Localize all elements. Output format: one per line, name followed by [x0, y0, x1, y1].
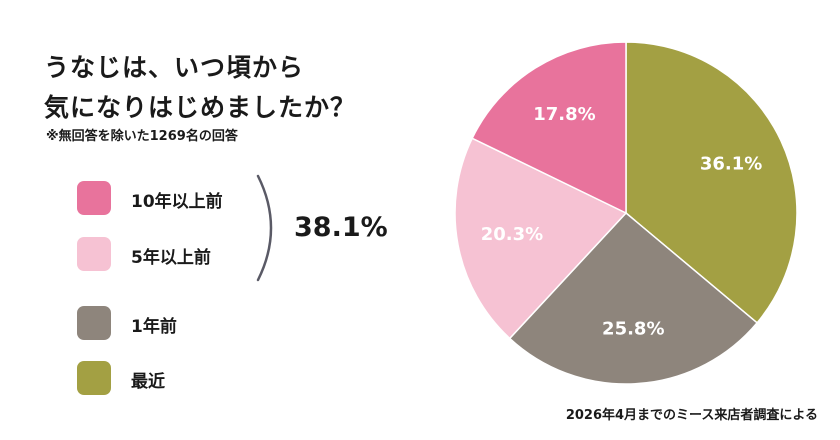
legend-label: 最近 [131, 372, 165, 392]
respondent-note: ※無回答を除いた1269名の回答 [46, 129, 238, 144]
pie-slice [508, 211, 759, 385]
title-line-1: うなじは、いつ頃から [44, 53, 305, 82]
legend-swatch [77, 181, 111, 215]
legend-swatch [77, 237, 111, 271]
pie-slice-label: 20.3% [481, 224, 543, 245]
pie-chart: 36.1% 25.8% 20.3% 17.8% [454, 41, 798, 385]
legend-label: 10年以上前 [131, 192, 223, 212]
source-footnote: 2026年4月までのミース来店者調査による [565, 408, 818, 423]
pie-slice-label: 25.8% [602, 318, 664, 339]
pie-slice-label: 17.8% [533, 104, 595, 125]
pie-slice [625, 41, 798, 324]
grouping-bracket [256, 174, 273, 282]
legend-swatch [77, 361, 111, 395]
title-line-2: 気になりはじめましたか？ [44, 93, 357, 122]
chart-title: うなじは、いつ頃から 気になりはじめましたか？ [44, 48, 356, 128]
legend-swatch [77, 306, 111, 340]
pie-slice-label: 36.1% [700, 153, 762, 174]
pie-slice [454, 137, 628, 340]
legend-label: 1年前 [131, 317, 177, 337]
pie-slice [471, 41, 627, 215]
grouped-total-value: 38.1% [294, 212, 388, 243]
legend-label: 5年以上前 [131, 248, 211, 268]
